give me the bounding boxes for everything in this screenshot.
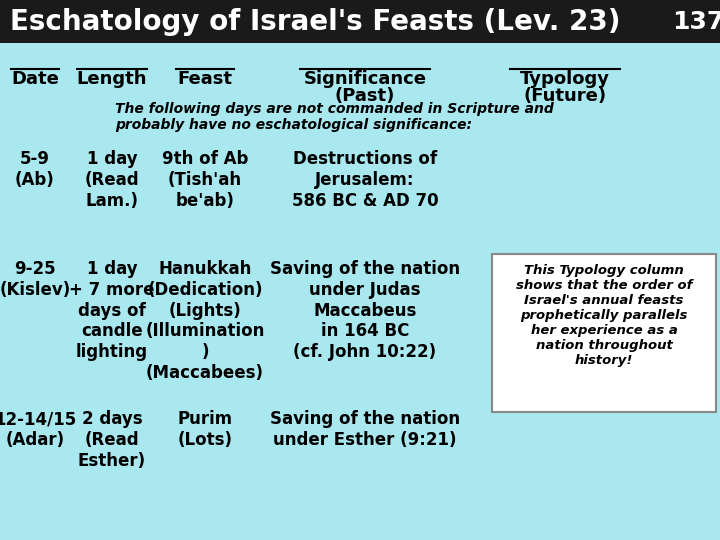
Text: Purim
(Lots): Purim (Lots) (177, 410, 233, 449)
Text: Significance: Significance (304, 70, 426, 88)
Text: 12-14/15
(Adar): 12-14/15 (Adar) (0, 410, 76, 449)
Text: This Typology column
shows that the order of
Israel's annual feasts
propheticall: This Typology column shows that the orde… (516, 264, 692, 367)
Text: Eschatology of Israel's Feasts (Lev. 23): Eschatology of Israel's Feasts (Lev. 23) (10, 8, 621, 36)
Text: Saving of the nation
under Judas
Maccabeus
in 164 BC
(cf. John 10:22): Saving of the nation under Judas Maccabe… (270, 260, 460, 361)
Text: 137: 137 (672, 10, 720, 34)
FancyBboxPatch shape (492, 254, 716, 412)
Text: Hanukkah
(Dedication)
(Lights)
(Illumination
)
(Maccabees): Hanukkah (Dedication) (Lights) (Illumina… (145, 260, 265, 382)
Text: The following days are not commanded in Scripture and
probably have no eschatolo: The following days are not commanded in … (115, 102, 554, 132)
Text: (Future): (Future) (523, 87, 606, 105)
Text: 1 day
+ 7 more
days of
candle
lighting: 1 day + 7 more days of candle lighting (69, 260, 155, 361)
Text: Length: Length (77, 70, 148, 88)
Text: 9-25
(Kislev): 9-25 (Kislev) (0, 260, 71, 299)
Text: Saving of the nation
under Esther (9:21): Saving of the nation under Esther (9:21) (270, 410, 460, 449)
Text: 5-9
(Ab): 5-9 (Ab) (15, 150, 55, 189)
Text: Date: Date (11, 70, 59, 88)
Bar (0, 0, 720, 43)
Text: Typology: Typology (520, 70, 610, 88)
Text: Feast: Feast (178, 70, 233, 88)
Text: Destructions of
Jerusalem:
586 BC & AD 70: Destructions of Jerusalem: 586 BC & AD 7… (292, 150, 438, 210)
Text: (Past): (Past) (335, 87, 395, 105)
Text: 2 days
(Read
Esther): 2 days (Read Esther) (78, 410, 146, 470)
Text: 9th of Ab
(Tish'ah
be'ab): 9th of Ab (Tish'ah be'ab) (162, 150, 248, 210)
Text: 1 day
(Read
Lam.): 1 day (Read Lam.) (85, 150, 139, 210)
